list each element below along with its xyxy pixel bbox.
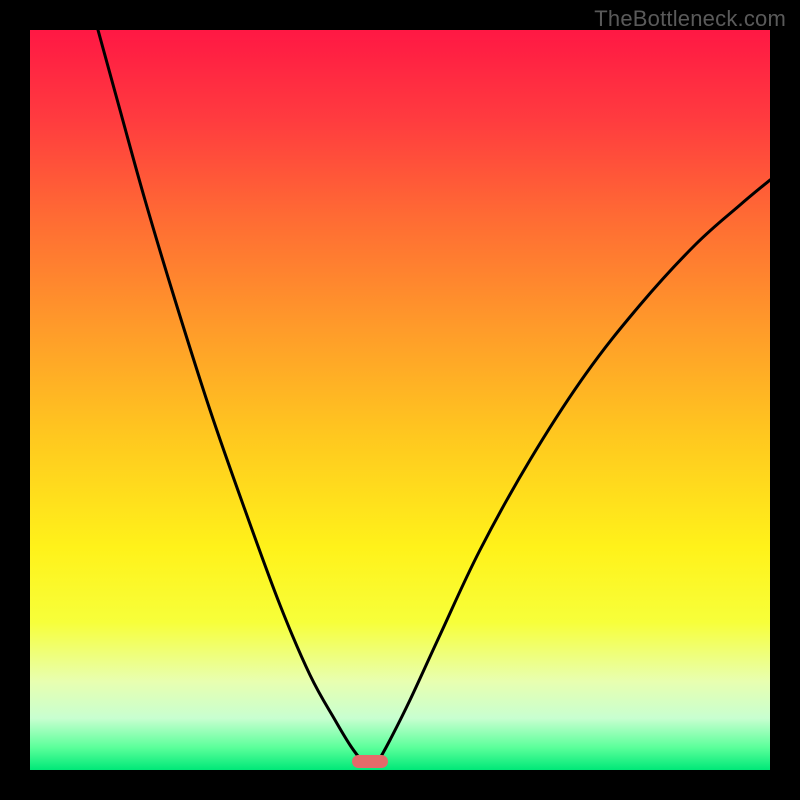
watermark-text: TheBottleneck.com	[594, 6, 786, 32]
chart-frame: TheBottleneck.com	[0, 0, 800, 800]
curve-right-branch	[379, 180, 770, 760]
plot-area	[30, 30, 770, 770]
bottleneck-curve	[30, 30, 770, 770]
curve-left-branch	[98, 30, 361, 760]
minimum-marker	[352, 755, 388, 768]
